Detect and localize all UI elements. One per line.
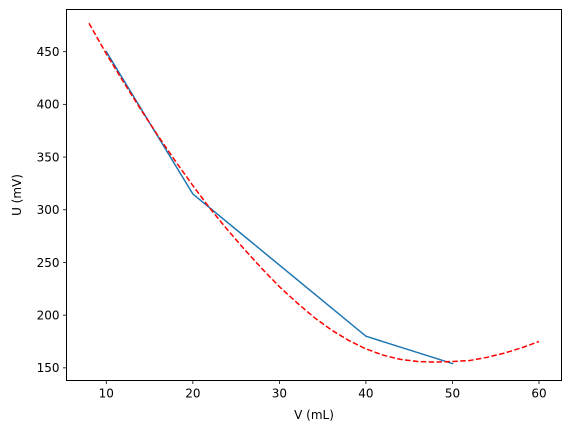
fit-curve-dashed-line	[88, 22, 540, 363]
y-tick-label: 200	[37, 308, 60, 322]
y-tick-label: 450	[37, 45, 60, 59]
x-axis-label: V (mL)	[294, 408, 334, 422]
y-tick-label: 300	[37, 203, 60, 217]
x-tick-label: 10	[99, 387, 114, 401]
x-axis-ticks: 10 20 30 40 50 60	[99, 380, 547, 401]
y-tick-label: 150	[37, 361, 60, 375]
x-tick-label: 30	[272, 387, 287, 401]
plot-series	[88, 22, 540, 365]
y-tick-label: 400	[37, 98, 60, 112]
y-axis-ticks: 150 200 250 300 350 400 450	[37, 45, 67, 375]
y-tick-label: 350	[37, 150, 60, 164]
measured-data-line	[105, 50, 454, 365]
axes-frame	[66, 9, 562, 381]
y-axis-label: U (mV)	[10, 174, 24, 216]
x-tick-label: 40	[358, 387, 373, 401]
x-tick-label: 50	[445, 387, 460, 401]
y-tick-label: 250	[37, 256, 60, 270]
x-tick-label: 20	[185, 387, 200, 401]
x-tick-label: 60	[531, 387, 546, 401]
